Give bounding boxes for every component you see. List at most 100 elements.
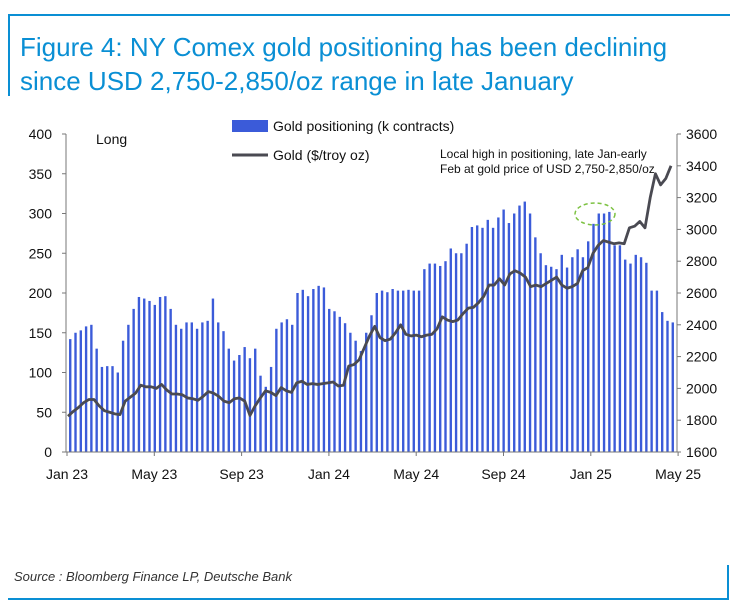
positioning-bar bbox=[565, 267, 569, 452]
positioning-bar bbox=[185, 322, 188, 452]
right-axis-ticks: 1600 1800 2000 2200 2400 2600 2800 3000 3200 3400… bbox=[677, 126, 717, 460]
positioning-bar bbox=[639, 257, 643, 452]
positioning-bar bbox=[655, 290, 659, 452]
positioning-bar bbox=[69, 339, 72, 452]
right-tick-label: 1600 bbox=[686, 444, 717, 460]
positioning-bar bbox=[428, 263, 431, 452]
positioning-bar bbox=[571, 257, 574, 452]
positioning-bar bbox=[269, 366, 273, 452]
x-tick-label: Sep 24 bbox=[481, 466, 526, 482]
positioning-bar bbox=[254, 348, 257, 452]
positioning-bar bbox=[629, 263, 632, 452]
positioning-bar bbox=[407, 289, 410, 452]
legend-bar-swatch bbox=[232, 120, 268, 132]
positioning-bar bbox=[322, 287, 326, 452]
positioning-bar bbox=[232, 360, 236, 452]
positioning-bar bbox=[79, 330, 82, 452]
positioning-bar bbox=[470, 227, 474, 452]
positioning-bar bbox=[550, 266, 553, 452]
left-tick-label: 100 bbox=[29, 365, 53, 381]
positioning-bar bbox=[195, 328, 199, 452]
x-tick-label: Sep 23 bbox=[219, 466, 264, 482]
positioning-bar bbox=[201, 322, 204, 452]
positioning-bar bbox=[111, 366, 114, 452]
positioning-bar bbox=[95, 348, 98, 452]
frame-left-rule bbox=[8, 14, 10, 96]
positioning-bar bbox=[296, 293, 299, 452]
positioning-bar bbox=[121, 340, 125, 452]
right-tick-label: 2400 bbox=[686, 317, 717, 333]
positioning-bar bbox=[433, 263, 437, 452]
positioning-bar bbox=[618, 245, 622, 452]
positioning-bar bbox=[650, 290, 653, 452]
x-tick-label: Jan 23 bbox=[46, 466, 88, 482]
right-tick-label: 3400 bbox=[686, 158, 717, 174]
panel-label: Long bbox=[96, 131, 127, 147]
positioning-bar bbox=[386, 292, 389, 452]
positioning-bar bbox=[497, 217, 500, 452]
positioning-bar bbox=[90, 324, 93, 452]
positioning-bar bbox=[174, 324, 178, 452]
positioning-bar bbox=[84, 326, 88, 452]
right-tick-label: 3000 bbox=[686, 221, 717, 237]
positioning-bar bbox=[560, 254, 563, 452]
positioning-bar bbox=[275, 328, 278, 452]
positioning-bar bbox=[222, 331, 225, 452]
positioning-bar bbox=[74, 332, 77, 452]
right-tick-label: 2200 bbox=[686, 349, 717, 365]
positioning-bar bbox=[534, 237, 537, 452]
right-tick-label: 3600 bbox=[686, 126, 717, 142]
x-tick-label: Jan 24 bbox=[308, 466, 350, 482]
positioning-bar bbox=[460, 253, 463, 452]
positioning-bar bbox=[143, 298, 146, 452]
positioning-bar bbox=[227, 348, 230, 452]
gold-price-line bbox=[67, 165, 673, 418]
positioning-bar bbox=[555, 269, 558, 452]
x-tick-label: Jan 25 bbox=[570, 466, 612, 482]
left-tick-label: 0 bbox=[44, 444, 52, 460]
positioning-bar bbox=[264, 386, 267, 452]
legend-label-gold: Gold ($/troy oz) bbox=[273, 147, 369, 163]
positioning-bar bbox=[164, 296, 167, 452]
positioning-bar bbox=[634, 254, 637, 452]
positioning-bar bbox=[391, 289, 394, 452]
positioning-bar bbox=[539, 253, 542, 452]
positioning-bar bbox=[439, 265, 442, 452]
positioning-bar bbox=[613, 245, 616, 452]
positioning-bar bbox=[587, 241, 590, 452]
positioning-bar bbox=[359, 351, 363, 452]
bar-series bbox=[69, 201, 674, 452]
positioning-bar bbox=[285, 319, 289, 452]
positioning-bar bbox=[375, 293, 378, 452]
positioning-bar bbox=[592, 223, 595, 452]
figure-title: Figure 4: NY Comex gold positioning has … bbox=[20, 32, 668, 96]
positioning-bar bbox=[481, 227, 484, 452]
positioning-bar bbox=[169, 308, 172, 452]
positioning-bar bbox=[306, 296, 310, 452]
source-note: Source : Bloomberg Finance LP, Deutsche … bbox=[14, 569, 292, 584]
positioning-bar bbox=[412, 290, 415, 452]
positioning-bar bbox=[544, 265, 548, 452]
right-tick-label: 2800 bbox=[686, 253, 717, 269]
positioning-bar bbox=[581, 257, 585, 452]
positioning-bar bbox=[476, 225, 479, 452]
annotation-circle bbox=[574, 202, 616, 226]
left-axis-ticks: 0 50 100 150 200 250 300 350 400 bbox=[29, 126, 66, 460]
positioning-bar bbox=[248, 358, 252, 452]
positioning-bar bbox=[343, 323, 347, 452]
frame-bottom-rule bbox=[8, 598, 729, 600]
positioning-bar bbox=[602, 213, 606, 452]
positioning-bar bbox=[486, 219, 489, 452]
positioning-bar bbox=[153, 304, 156, 452]
positioning-bar bbox=[206, 320, 209, 452]
positioning-bar bbox=[396, 290, 400, 452]
frame-top-rule bbox=[8, 14, 730, 16]
positioning-bar bbox=[137, 296, 141, 452]
positioning-bar bbox=[423, 269, 426, 452]
positioning-bar bbox=[380, 290, 384, 452]
positioning-bar bbox=[518, 205, 521, 452]
annotation-text: Local high in positioning, late Jan-earl… bbox=[440, 147, 655, 176]
positioning-bar bbox=[106, 366, 109, 452]
positioning-bar bbox=[576, 249, 579, 452]
positioning-bar bbox=[349, 332, 352, 452]
